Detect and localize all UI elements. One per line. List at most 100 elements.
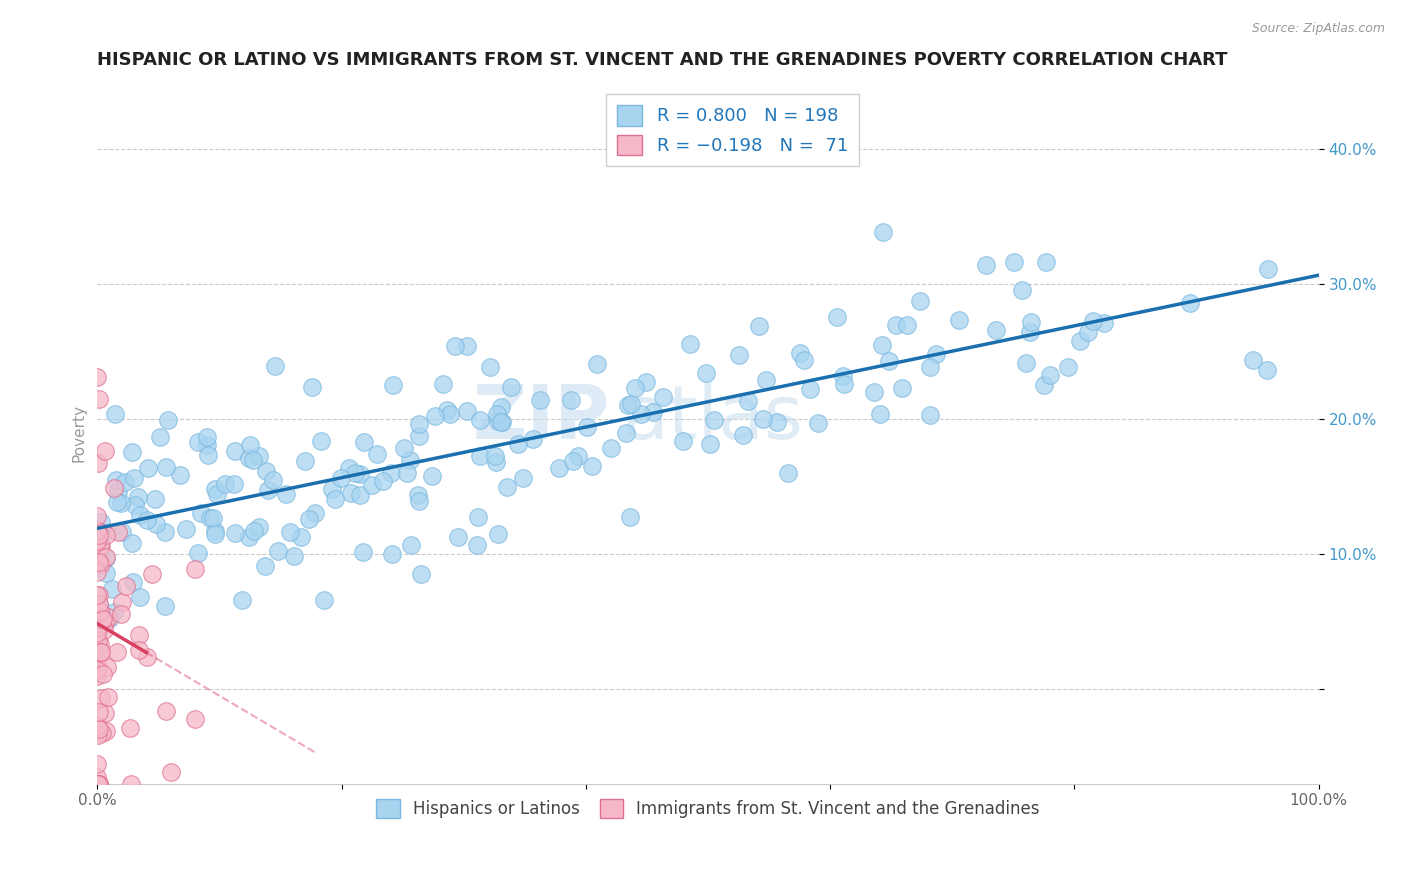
Point — [136, 513, 159, 527]
Point — [90, 539, 112, 553]
Point — [349, 488, 371, 502]
Point — [352, 545, 374, 559]
Point — [238, 450, 260, 465]
Point — [737, 394, 759, 409]
Point — [238, 530, 260, 544]
Point — [86, 524, 108, 538]
Point — [485, 455, 508, 469]
Point — [107, 485, 129, 500]
Point — [884, 318, 907, 332]
Point — [187, 546, 209, 560]
Point — [86, 588, 108, 602]
Point — [337, 460, 360, 475]
Point — [249, 449, 271, 463]
Point — [160, 764, 183, 779]
Point — [96, 660, 118, 674]
Y-axis label: Poverty: Poverty — [72, 403, 86, 461]
Point — [87, 598, 110, 612]
Point — [561, 454, 583, 468]
Point — [254, 464, 277, 478]
Point — [201, 511, 224, 525]
Point — [187, 434, 209, 449]
Point — [1033, 378, 1056, 392]
Point — [114, 475, 136, 490]
Point — [89, 604, 111, 618]
Point — [444, 339, 467, 353]
Point — [496, 480, 519, 494]
Point — [204, 482, 226, 496]
Point — [396, 466, 419, 480]
Point — [93, 443, 115, 458]
Point — [155, 599, 177, 613]
Point — [111, 595, 134, 609]
Point — [1069, 334, 1091, 348]
Point — [382, 378, 405, 392]
Point — [872, 337, 894, 351]
Point — [224, 444, 246, 458]
Point — [86, 544, 108, 558]
Point — [1081, 314, 1104, 328]
Point — [105, 495, 128, 509]
Point — [986, 323, 1008, 337]
Point — [98, 611, 121, 625]
Point — [138, 461, 160, 475]
Point — [699, 436, 721, 450]
Point — [110, 496, 132, 510]
Point — [349, 467, 371, 481]
Point — [381, 547, 404, 561]
Point — [408, 417, 430, 431]
Point — [224, 526, 246, 541]
Point — [90, 614, 112, 628]
Point — [641, 405, 664, 419]
Point — [247, 520, 270, 534]
Point — [87, 456, 110, 470]
Point — [679, 337, 702, 351]
Text: HISPANIC OR LATINO VS IMMIGRANTS FROM ST. VINCENT AND THE GRENADINES POVERTY COR: HISPANIC OR LATINO VS IMMIGRANTS FROM ST… — [97, 51, 1227, 69]
Point — [340, 486, 363, 500]
Point — [264, 359, 287, 374]
Point — [90, 690, 112, 705]
Point — [204, 524, 226, 538]
Point — [468, 450, 491, 464]
Point — [114, 579, 136, 593]
Point — [948, 312, 970, 326]
Point — [630, 407, 652, 421]
Point — [834, 377, 856, 392]
Point — [832, 369, 855, 384]
Point — [484, 449, 506, 463]
Point — [198, 511, 221, 525]
Point — [301, 380, 323, 394]
Point — [304, 506, 326, 520]
Point — [89, 598, 111, 612]
Point — [253, 559, 276, 574]
Point — [276, 486, 298, 500]
Point — [1011, 283, 1033, 297]
Point — [485, 407, 508, 421]
Point — [107, 524, 129, 539]
Point — [87, 392, 110, 406]
Point — [486, 414, 509, 428]
Point — [86, 633, 108, 648]
Point — [110, 607, 132, 621]
Point — [752, 411, 775, 425]
Point — [872, 225, 894, 239]
Point — [309, 434, 332, 449]
Point — [86, 601, 108, 615]
Point — [1035, 255, 1057, 269]
Point — [617, 399, 640, 413]
Point — [508, 437, 530, 451]
Point — [344, 466, 367, 480]
Point — [214, 476, 236, 491]
Point — [399, 453, 422, 467]
Point — [89, 777, 111, 791]
Point — [91, 667, 114, 681]
Point — [411, 567, 433, 582]
Point — [619, 509, 641, 524]
Point — [87, 543, 110, 558]
Point — [408, 494, 430, 508]
Point — [122, 470, 145, 484]
Point — [581, 458, 603, 473]
Point — [896, 318, 918, 333]
Point — [101, 582, 124, 596]
Point — [1256, 363, 1278, 377]
